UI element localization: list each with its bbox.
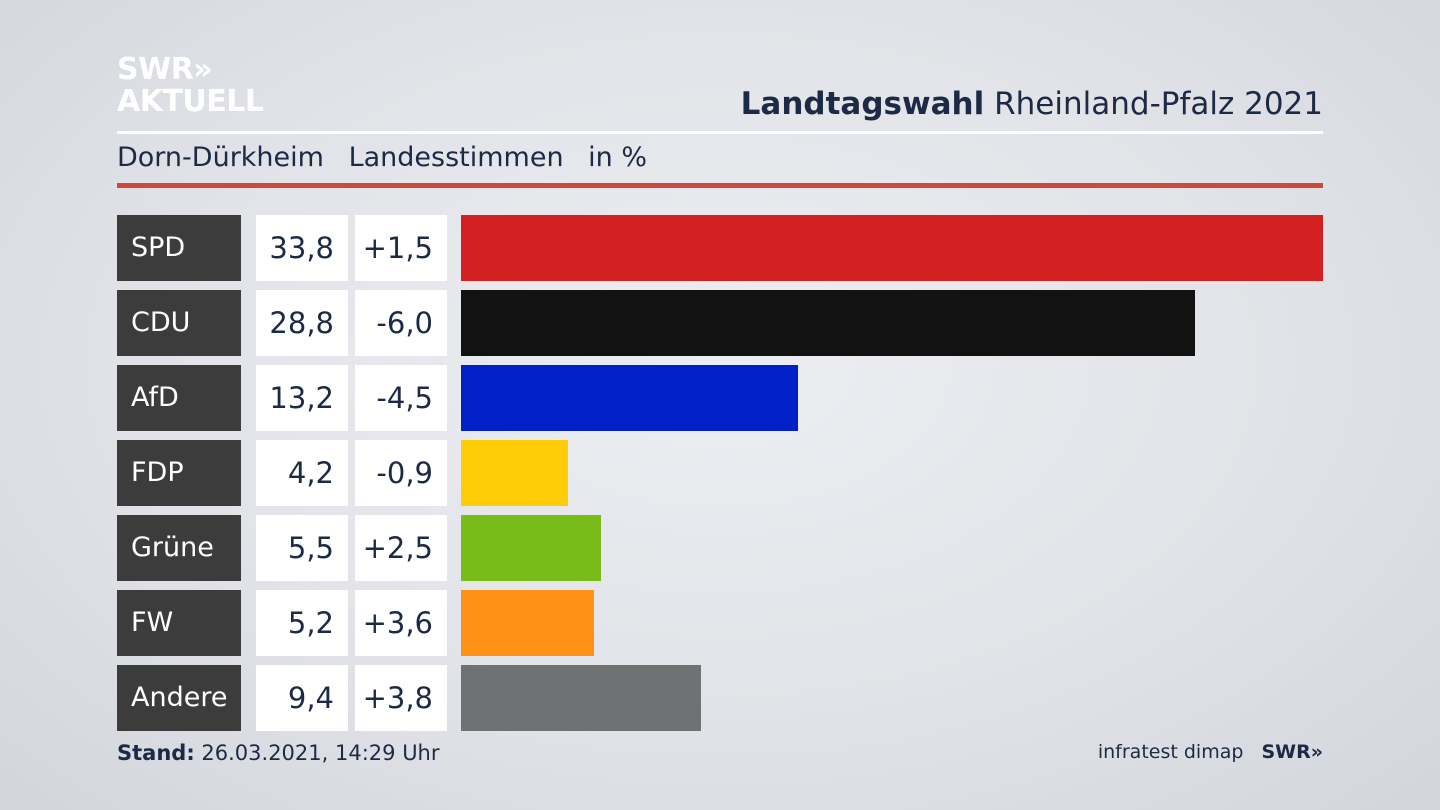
change-label: +1,5 xyxy=(355,215,447,281)
party-label: CDU xyxy=(117,290,241,356)
vote-share-label: 28,8 xyxy=(256,290,348,356)
bar-row: SPD 33,8 +1,5 xyxy=(117,215,1323,281)
vote-share-label: 4,2 xyxy=(256,440,348,506)
change-label: +3,6 xyxy=(355,590,447,656)
party-label: Andere xyxy=(117,665,241,731)
bar-row: CDU 28,8 -6,0 xyxy=(117,290,1323,356)
subtitle-measure: Landesstimmen xyxy=(348,142,564,173)
stand-label: Stand: xyxy=(117,741,195,765)
title-bold: Landtagswahl xyxy=(740,86,985,122)
vote-share-label: 33,8 xyxy=(256,215,348,281)
change-label: +2,5 xyxy=(355,515,447,581)
bar xyxy=(461,440,568,506)
party-label: FW xyxy=(117,590,241,656)
bar-row: AfD 13,2 -4,5 xyxy=(117,365,1323,431)
bar-row: FDP 4,2 -0,9 xyxy=(117,440,1323,506)
vote-share-label: 5,5 xyxy=(256,515,348,581)
bar xyxy=(461,215,1323,281)
header-divider xyxy=(117,131,1323,134)
change-label: -4,5 xyxy=(355,365,447,431)
logo-line-2: AKTUELL xyxy=(117,84,264,119)
stand-value: 26.03.2021, 14:29 Uhr xyxy=(201,741,440,765)
bar xyxy=(461,365,798,431)
change-label: +3,8 xyxy=(355,665,447,731)
vote-share-label: 5,2 xyxy=(256,590,348,656)
vote-share-label: 13,2 xyxy=(256,365,348,431)
bar xyxy=(461,665,701,731)
subtitle-unit: in % xyxy=(588,142,648,173)
timestamp: Stand: 26.03.2021, 14:29 Uhr xyxy=(117,741,440,765)
bar-row: FW 5,2 +3,6 xyxy=(117,590,1323,656)
bar xyxy=(461,290,1195,356)
logo-line-1: SWR» xyxy=(117,52,213,87)
subtitle: Dorn-Dürkheim Landesstimmen in % xyxy=(117,142,663,173)
bar xyxy=(461,515,601,581)
party-label: FDP xyxy=(117,440,241,506)
swr-aktuell-logo: SWR» AKTUELL xyxy=(117,54,264,118)
bar-row: Grüne 5,5 +2,5 xyxy=(117,515,1323,581)
vote-share-label: 9,4 xyxy=(256,665,348,731)
source-credit: infratest dimap SWR» xyxy=(1098,741,1323,763)
party-label: AfD xyxy=(117,365,241,431)
accent-divider xyxy=(117,183,1323,188)
party-label: SPD xyxy=(117,215,241,281)
party-label: Grüne xyxy=(117,515,241,581)
change-label: -6,0 xyxy=(355,290,447,356)
bar-row: Andere 9,4 +3,8 xyxy=(117,665,1323,731)
page-title: Landtagswahl Rheinland-Pfalz 2021 xyxy=(741,86,1323,122)
source-label: infratest dimap xyxy=(1097,741,1244,763)
change-label: -0,9 xyxy=(355,440,447,506)
subtitle-region: Dorn-Dürkheim xyxy=(117,142,324,173)
bar xyxy=(461,590,594,656)
swr-brand: SWR» xyxy=(1261,741,1323,763)
title-rest: Rheinland-Pfalz 2021 xyxy=(994,86,1323,122)
